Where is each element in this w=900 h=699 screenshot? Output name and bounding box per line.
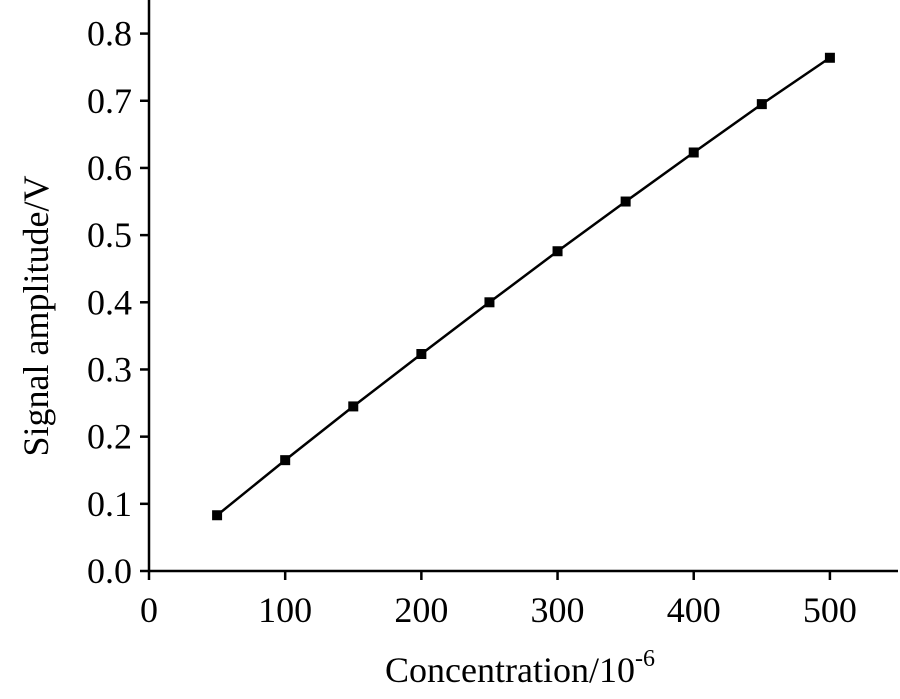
x-tick-label: 500	[803, 590, 857, 630]
y-tick-label: 0.4	[87, 282, 132, 322]
data-point-marker	[688, 147, 699, 158]
data-point-marker	[212, 510, 223, 521]
data-point-marker	[280, 455, 291, 466]
y-tick-label: 0.7	[87, 81, 132, 121]
axes	[147, 0, 898, 573]
x-axis-title-main: Concentration/10	[385, 650, 635, 690]
y-tick-label: 0.3	[87, 349, 132, 389]
data-point-marker	[756, 99, 767, 110]
data-point-marker	[416, 349, 427, 360]
y-tick-label: 0.8	[87, 14, 132, 54]
x-tick-label: 200	[394, 590, 448, 630]
x-ticks: 0 100 200 300 400 500	[140, 571, 857, 630]
data-point-marker	[824, 52, 835, 63]
x-axis-title: Concentration/10-6	[385, 646, 655, 690]
series-line	[216, 56, 831, 517]
x-tick-label: 400	[667, 590, 721, 630]
data-point-marker	[484, 297, 495, 308]
x-tick-label: 100	[258, 590, 312, 630]
x-tick-label: 0	[140, 590, 158, 630]
y-axis-title: Signal amplitude/V	[16, 176, 56, 457]
y-tick-label: 0.6	[87, 148, 132, 188]
x-axis-title-superscript: -6	[635, 646, 655, 672]
series	[212, 52, 835, 521]
x-tick-label: 300	[531, 590, 585, 630]
y-tick-label: 0.0	[87, 551, 132, 591]
data-point-marker	[552, 246, 563, 257]
y-tick-label: 0.2	[87, 417, 132, 457]
y-tick-label: 0.1	[87, 484, 132, 524]
data-point-marker	[620, 196, 631, 207]
data-point-marker	[348, 401, 359, 412]
y-ticks: 0.0 0.1 0.2 0.3 0.4 0.5 0.6 0.7 0.8	[87, 14, 149, 591]
y-tick-label: 0.5	[87, 215, 132, 255]
